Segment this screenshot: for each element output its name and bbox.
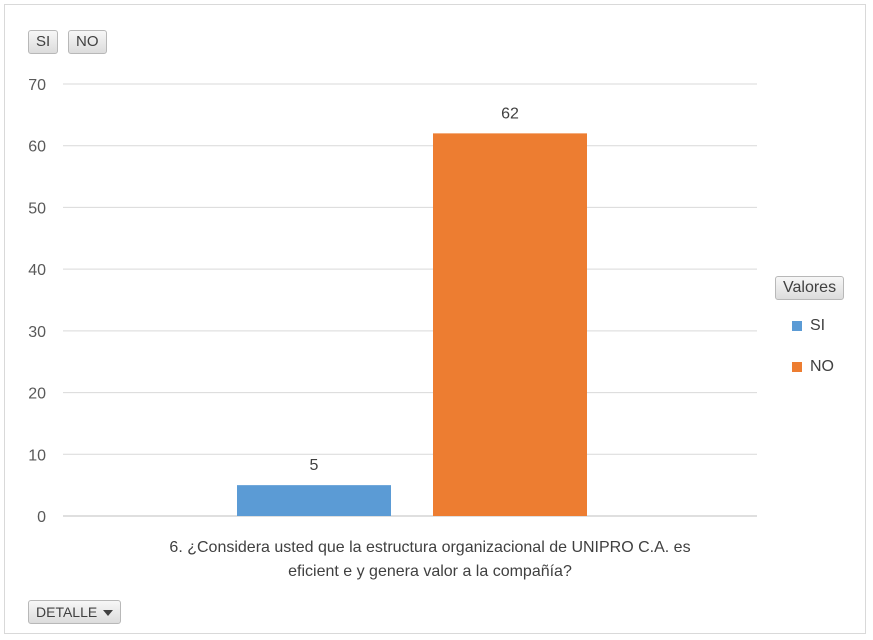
category-label-line-1: 6. ¿Considera usted que la estructura or… [169, 539, 691, 556]
data-label-si: 5 [310, 457, 319, 474]
filter-button-no[interactable]: NO [68, 30, 107, 54]
y-tick-label-40: 40 [28, 262, 46, 279]
category-label-line-2: eficient e y genera valor a la compañía? [288, 563, 572, 580]
y-tick-label-70: 70 [28, 77, 46, 94]
legend-title-button[interactable]: Valores [775, 276, 845, 300]
data-label-no: 62 [501, 105, 519, 122]
chevron-down-icon [103, 610, 114, 617]
y-tick-label-10: 10 [28, 447, 46, 464]
legend-swatch-si [792, 321, 802, 331]
legend-label-si: SI [810, 317, 826, 334]
detail-dropdown-button[interactable]: DETALLE [28, 600, 122, 624]
y-tick-label-0: 0 [37, 509, 46, 526]
legend-item-no: NO [792, 358, 834, 376]
legend-swatch-no [792, 362, 802, 372]
category-axis-label: 6. ¿Considera usted que la estructura or… [60, 536, 800, 584]
bar-si [237, 485, 391, 516]
bar-no [433, 133, 587, 516]
y-tick-label-60: 60 [28, 139, 46, 156]
y-tick-label-20: 20 [28, 386, 46, 403]
legend-label-no: NO [810, 358, 834, 375]
legend-item-si: SI [792, 317, 825, 335]
filter-button-si[interactable]: SI [28, 30, 59, 54]
y-tick-label-30: 30 [28, 324, 46, 341]
y-tick-label-50: 50 [28, 200, 46, 217]
detail-label: DETALLE [36, 604, 98, 620]
